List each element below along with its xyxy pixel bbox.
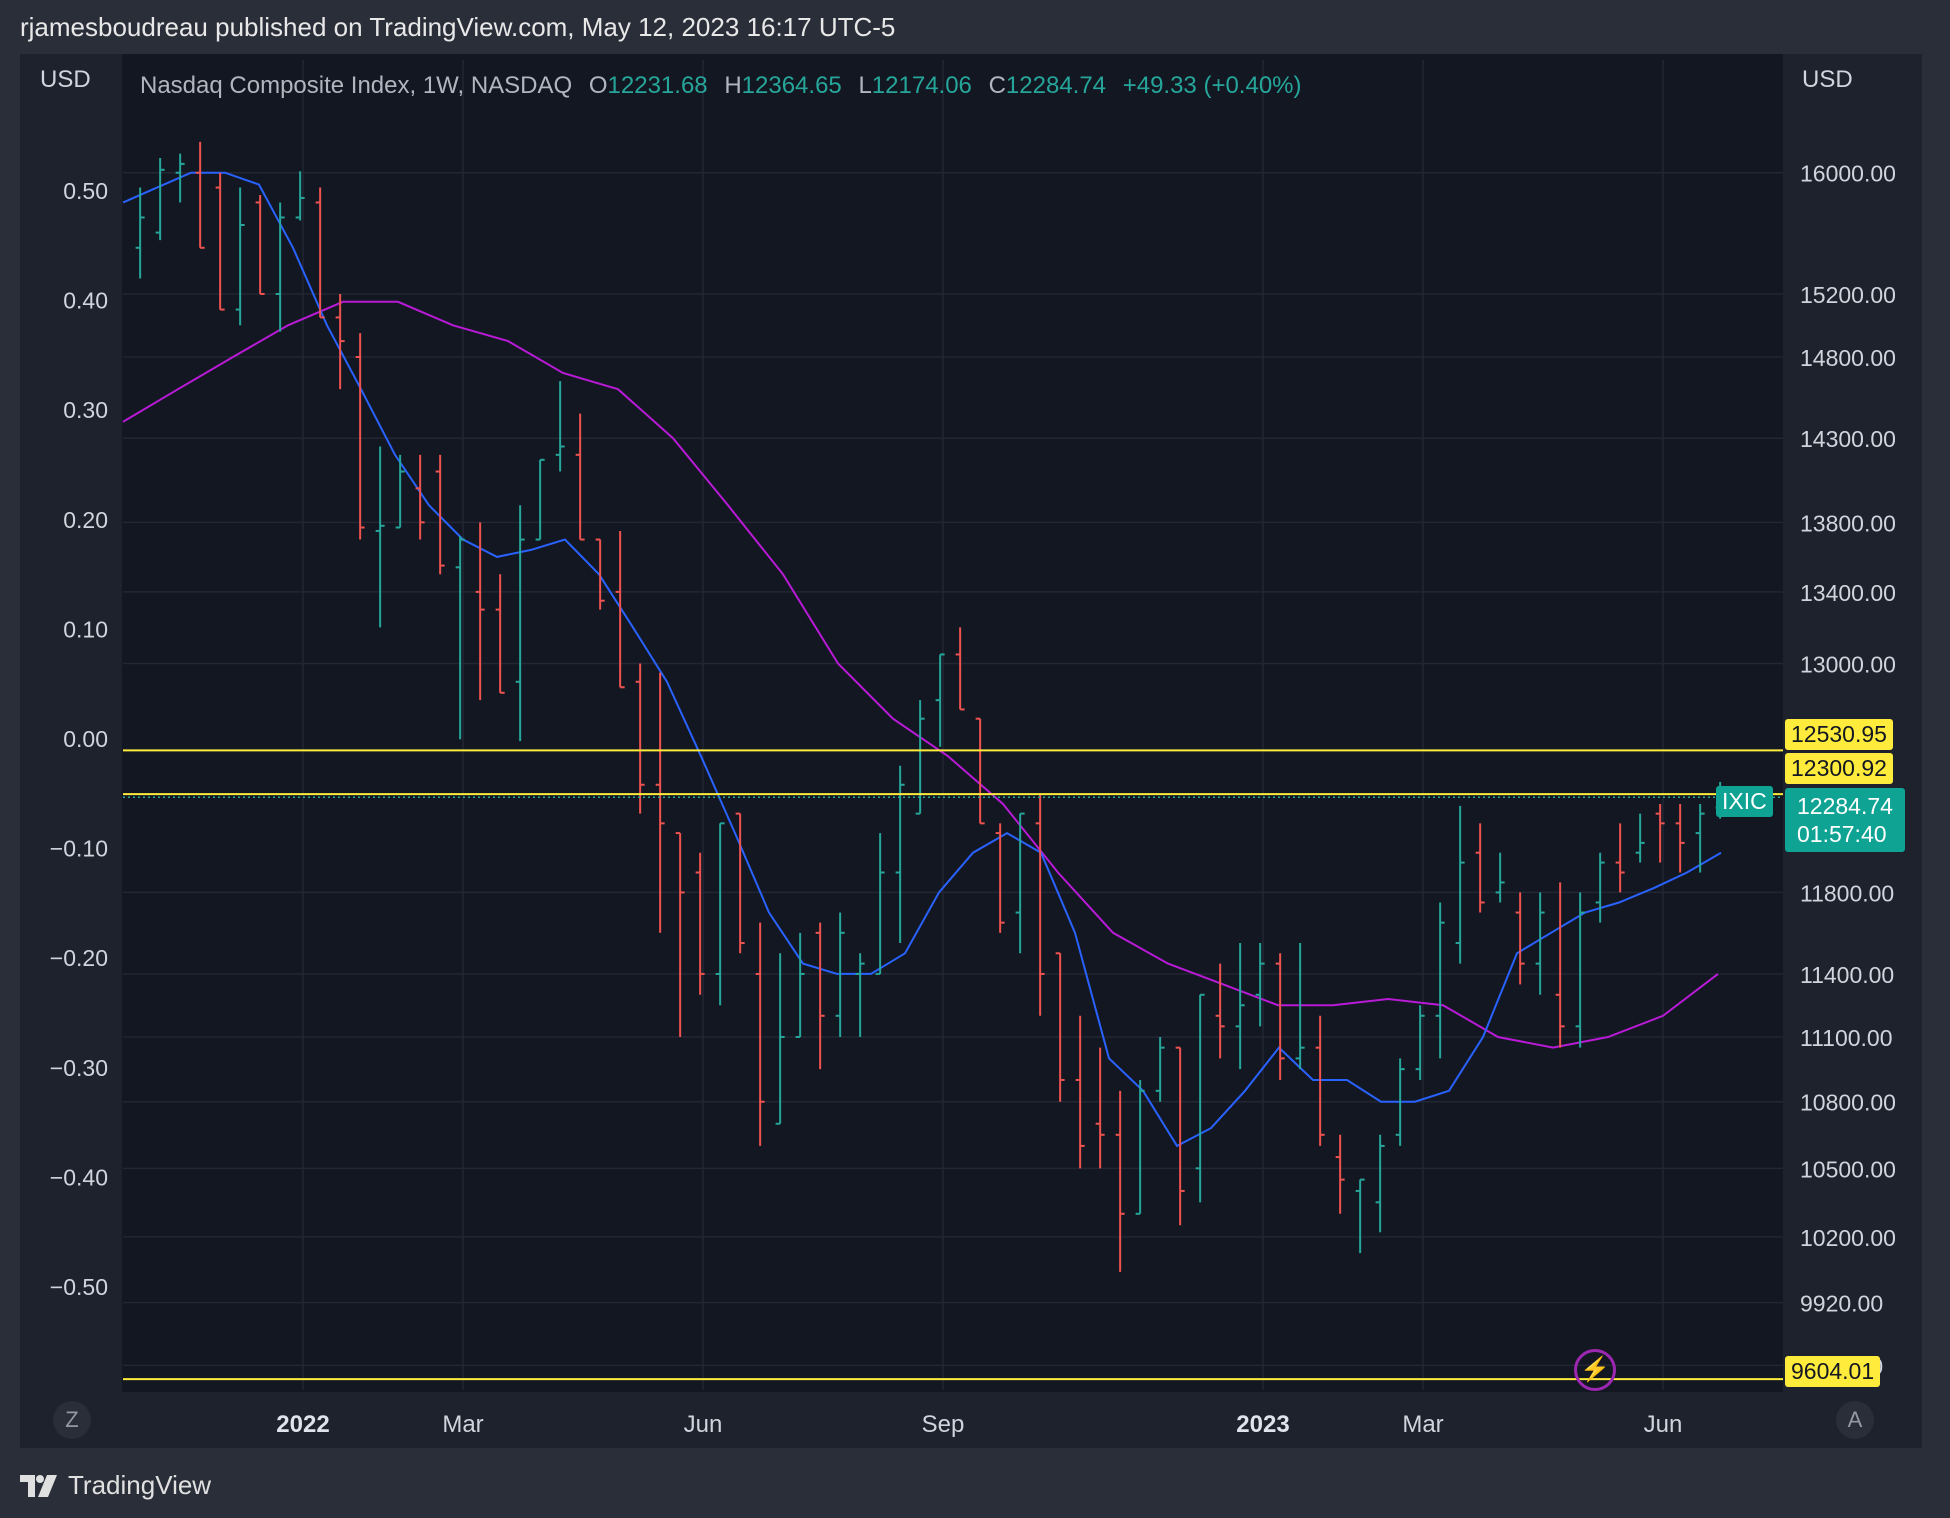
right-axis-tick-label: 13800.00 xyxy=(1800,510,1896,536)
legend-close-value: 12284.74 xyxy=(1005,72,1107,99)
right-axis-tick-label: 11800.00 xyxy=(1800,880,1894,906)
right-axis-tick-label: 11100.00 xyxy=(1800,1025,1893,1051)
left-axis-tick-label: 0.00 xyxy=(63,726,108,752)
right-axis-tick-label: 9920.00 xyxy=(1800,1291,1883,1317)
ma-slow-line xyxy=(122,300,1719,1049)
footer-brand-text: TradingView xyxy=(68,1470,212,1500)
x-axis-tick-label: Mar xyxy=(442,1411,483,1438)
legend-low-label: L xyxy=(858,72,872,99)
right-axis-unit: USD xyxy=(1802,66,1853,93)
legend-change: +49.33 (+0.40%) xyxy=(1122,72,1302,99)
auto-scale-toggle[interactable]: A xyxy=(1836,1401,1874,1439)
right-axis-tick-label: 13400.00 xyxy=(1800,580,1896,606)
x-axis-tick-label: 2023 xyxy=(1236,1411,1289,1438)
log-scale-toggle-left[interactable]: Z xyxy=(53,1401,91,1439)
hline-price-tag-1: 12530.95 xyxy=(1785,719,1893,750)
hline-price-tag-low: 9604.01 xyxy=(1785,1356,1881,1387)
left-axis-tick-label: 0.20 xyxy=(63,507,108,533)
legend-low-value: 12174.06 xyxy=(871,72,972,99)
ma-fast-line xyxy=(122,171,1722,1148)
left-axis-tick-label: −0.20 xyxy=(50,945,108,971)
bar-countdown: 01:57:40 xyxy=(1797,821,1887,847)
legend-high-value: 12364.65 xyxy=(741,72,842,99)
left-axis-tick-label: 0.10 xyxy=(63,616,108,642)
right-axis-tick-label: 10500.00 xyxy=(1800,1156,1896,1182)
legend-open-value: 12231.68 xyxy=(607,72,708,99)
x-axis-tick-label: Sep xyxy=(922,1411,965,1438)
left-axis-tick-label: 0.50 xyxy=(63,178,108,204)
legend-close-label: C xyxy=(988,72,1006,99)
last-price-tag: 12284.74 01:57:40 xyxy=(1785,788,1905,852)
right-axis-tick-label: 16000.00 xyxy=(1800,161,1896,187)
right-axis-tick-label: 11400.00 xyxy=(1800,962,1894,988)
legend-high-label: H xyxy=(724,72,742,99)
legend-open-label: O xyxy=(588,72,608,99)
x-axis-tick-label: Jun xyxy=(684,1411,723,1438)
right-axis-tick-label: 13000.00 xyxy=(1800,652,1896,678)
chart-legend: Nasdaq Composite Index, 1W, NASDAQ O1223… xyxy=(140,72,1302,100)
left-price-scale[interactable] xyxy=(20,54,122,1392)
x-axis-tick-label: 2022 xyxy=(276,1411,329,1438)
time-scale[interactable] xyxy=(20,1392,1922,1448)
left-axis-tick-label: 0.40 xyxy=(63,288,108,314)
left-axis-tick-label: −0.30 xyxy=(50,1055,108,1081)
legend-symbol[interactable]: Nasdaq Composite Index, 1W, NASDAQ xyxy=(140,72,573,99)
tradingview-logo[interactable]: TradingView xyxy=(20,1470,211,1501)
x-axis-tick-label: Mar xyxy=(1402,1411,1443,1438)
left-axis-unit: USD xyxy=(40,66,91,93)
x-axis-tick-label: Jun xyxy=(1644,1411,1683,1438)
left-axis-tick-label: −0.10 xyxy=(50,836,108,862)
right-axis-tick-label: 10800.00 xyxy=(1800,1090,1896,1116)
publisher-line: rjamesboudreau published on TradingView.… xyxy=(20,12,896,42)
hline-price-tag-2: 12300.92 xyxy=(1785,753,1893,784)
left-axis-tick-label: 0.30 xyxy=(63,397,108,423)
right-axis-tick-label: 14800.00 xyxy=(1800,345,1896,371)
right-axis-tick-label: 14300.00 xyxy=(1800,426,1896,452)
right-axis-tick-label: 10200.00 xyxy=(1800,1225,1896,1251)
right-axis-tick-label: 15200.00 xyxy=(1800,282,1896,308)
left-axis-tick-label: −0.50 xyxy=(50,1274,108,1300)
last-price-value: 12284.74 xyxy=(1797,793,1893,819)
lightning-icon[interactable]: ⚡ xyxy=(1574,1349,1616,1391)
symbol-tag: IXIC xyxy=(1716,786,1773,817)
left-axis-tick-label: −0.40 xyxy=(50,1164,108,1190)
tradingview-icon xyxy=(20,1474,57,1497)
